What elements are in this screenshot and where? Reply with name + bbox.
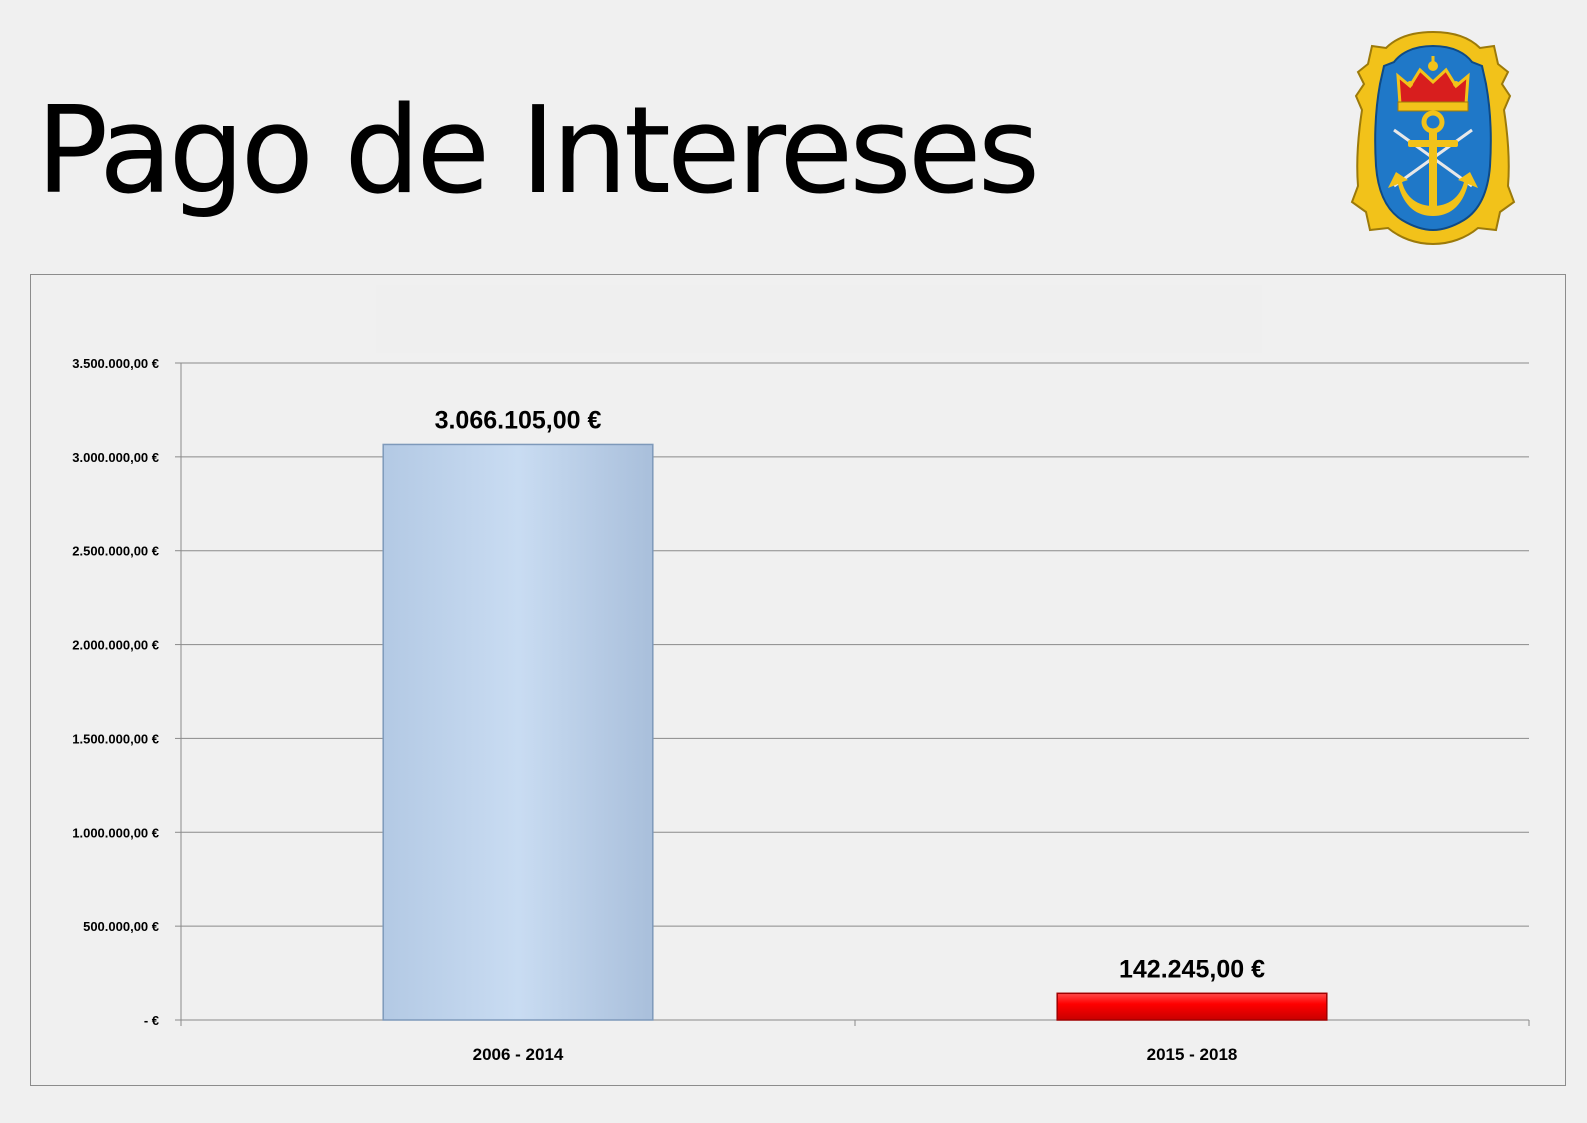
bar [382, 443, 654, 1021]
y-tick-label: 1.000.000,00 € [72, 825, 159, 840]
chart-area: - € 500.000,00 € 1.000.000,00 € 1.500.000,0… [30, 274, 1566, 1086]
page-title: Pago de Intereses [36, 82, 1040, 221]
y-tick-label: 1.500.000,00 € [72, 731, 159, 746]
data-label: 142.245,00 € [1119, 955, 1265, 983]
y-tick-label: 2.000.000,00 € [72, 638, 159, 653]
y-tick-label: 3.500.000,00 € [72, 356, 159, 371]
y-tick-label: 2.500.000,00 € [72, 544, 159, 559]
naval-anchor-crest-icon [1348, 26, 1518, 248]
data-label: 3.066.105,00 € [435, 406, 602, 434]
x-tick-label: 2015 - 2018 [1147, 1045, 1238, 1064]
bar-chart: - € 500.000,00 € 1.000.000,00 € 1.500.000,0… [72, 356, 1530, 1064]
y-tick-label: 500.000,00 € [83, 919, 159, 934]
chart-title-band [376, 285, 1262, 353]
bar [1056, 992, 1328, 1021]
y-tick-label: 3.000.000,00 € [72, 450, 159, 465]
x-tick-label: 2006 - 2014 [473, 1045, 564, 1064]
y-tick-label: - € [144, 1013, 159, 1028]
